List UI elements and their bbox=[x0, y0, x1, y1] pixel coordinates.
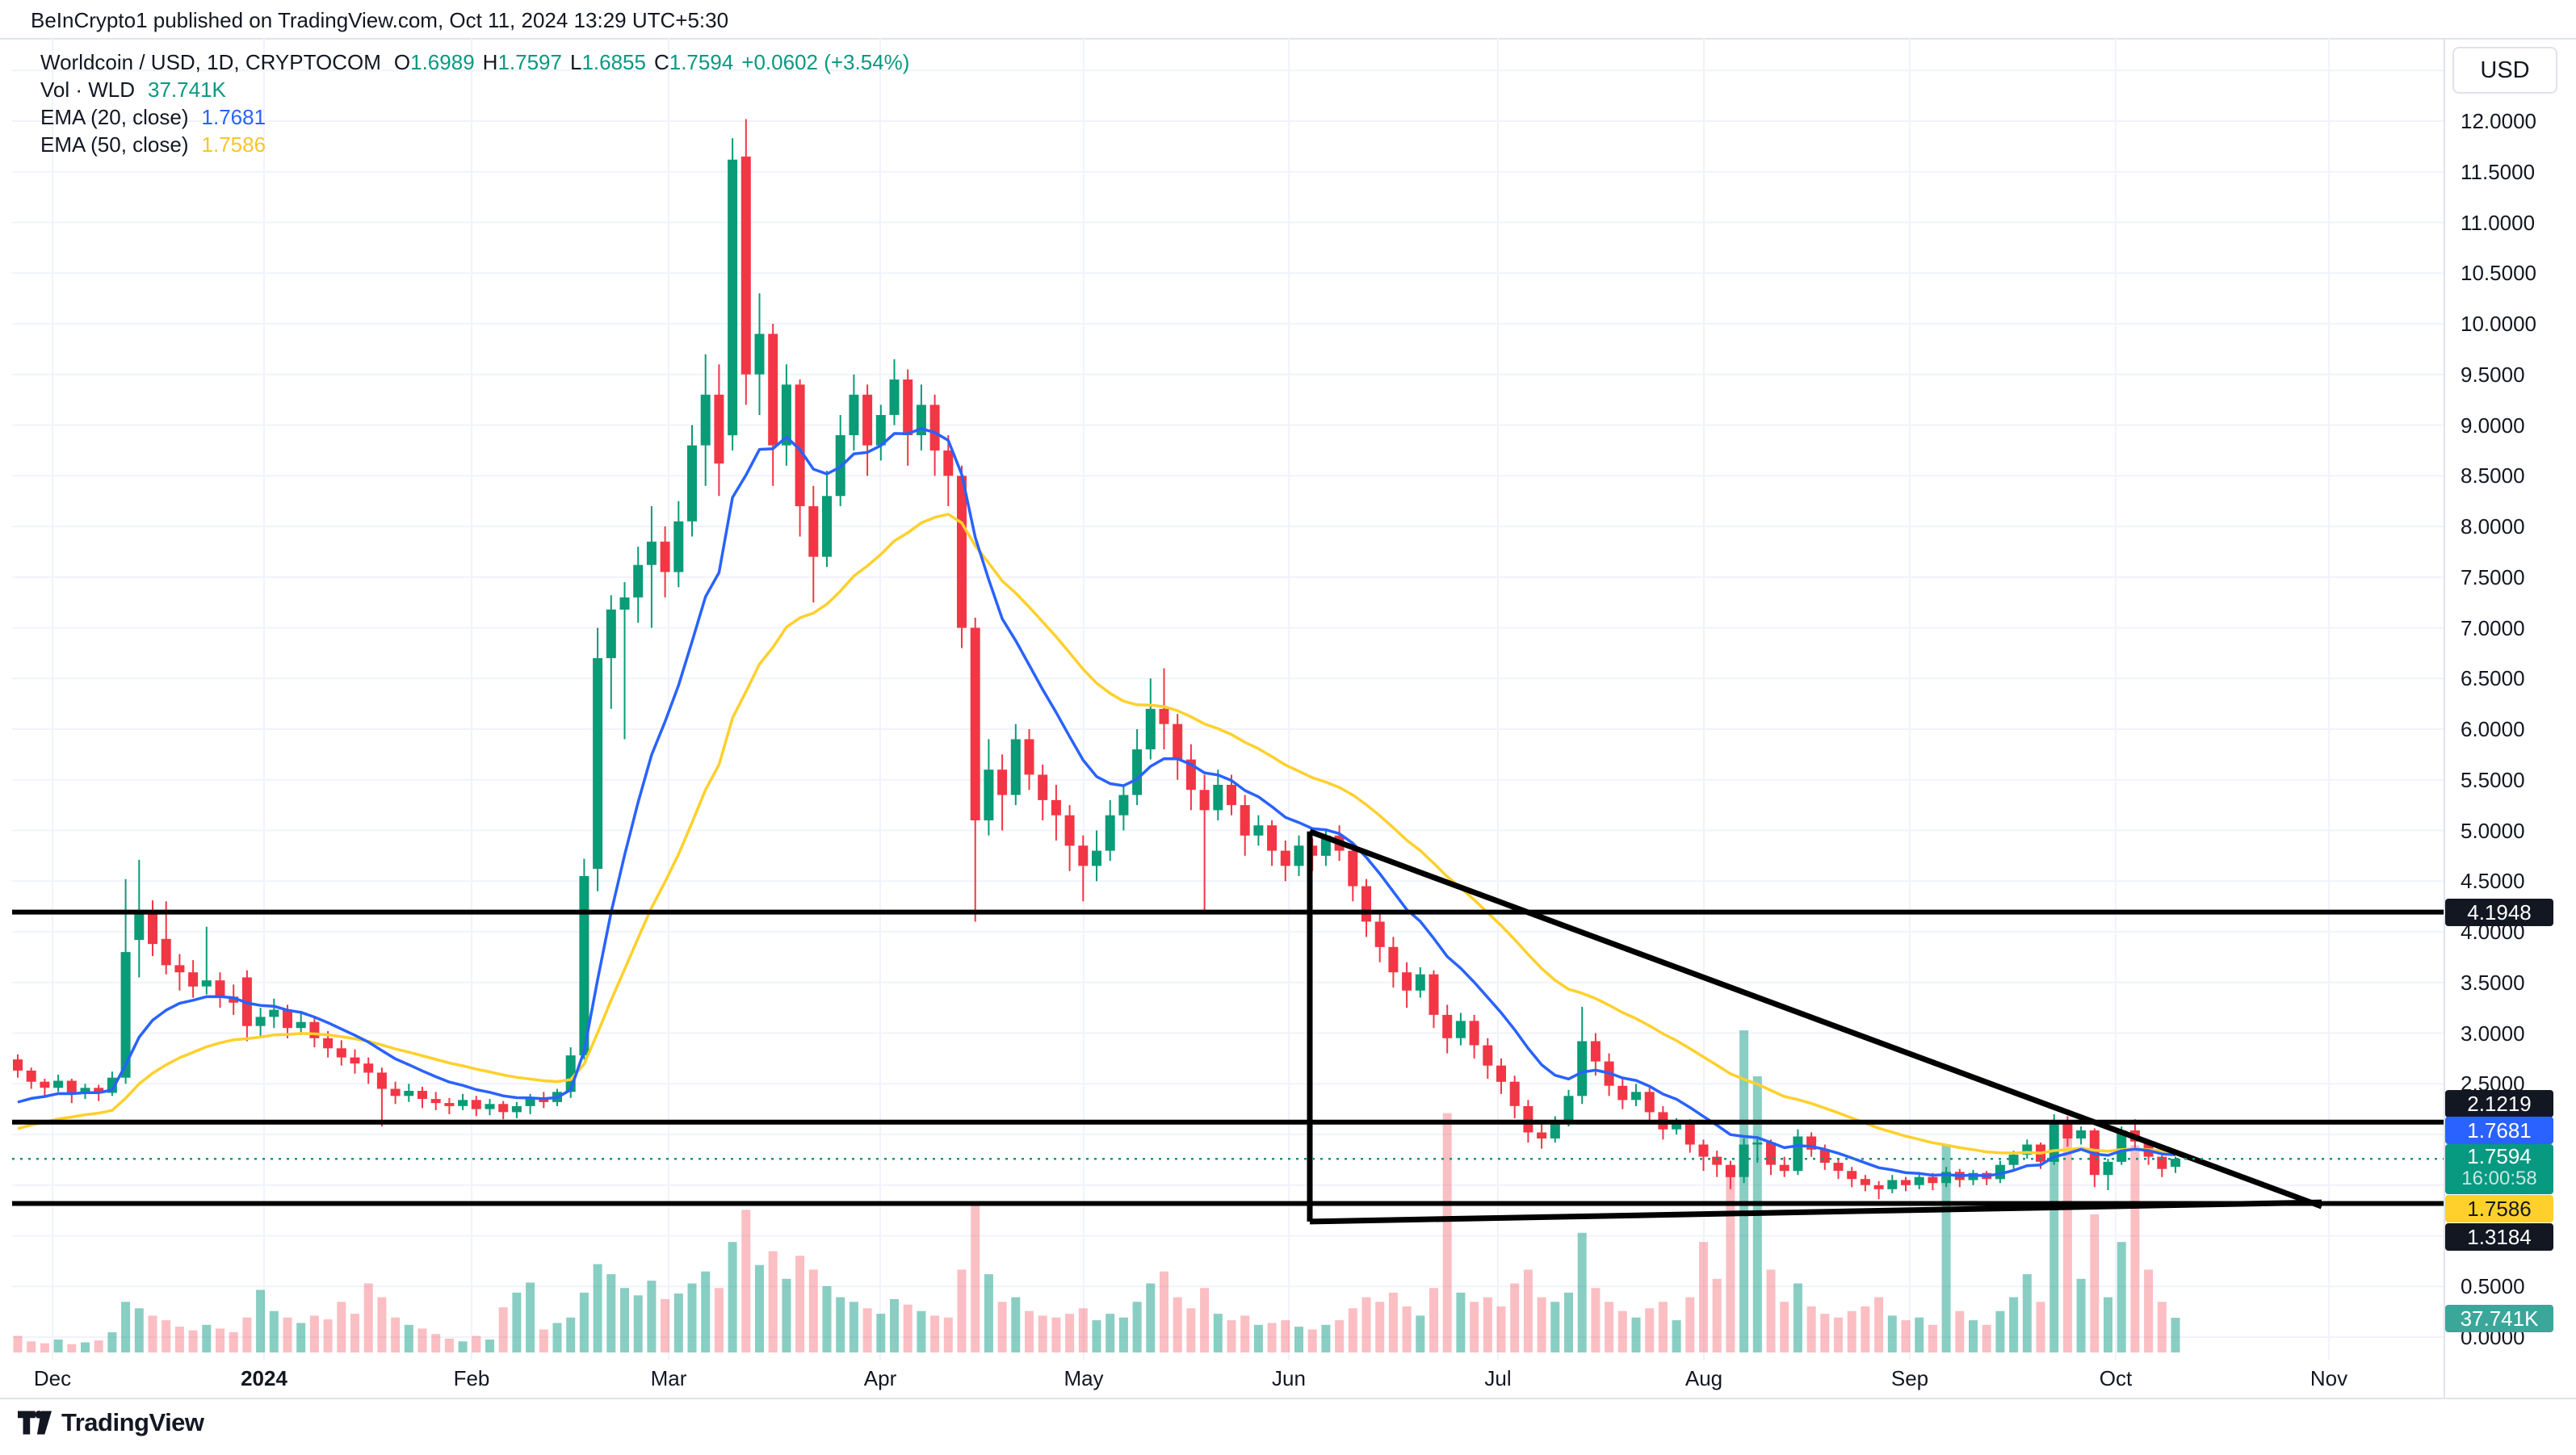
price-level-badge: 1.7586 bbox=[2445, 1195, 2553, 1223]
price-tick-label: 11.0000 bbox=[2461, 210, 2536, 235]
time-tick-label: Nov bbox=[2310, 1366, 2348, 1390]
price-axis-separator bbox=[2444, 38, 2445, 1398]
price-tick-label: 4.5000 bbox=[2461, 869, 2525, 894]
tradingview-logo-text: TradingView bbox=[61, 1408, 204, 1436]
current-price-badge: 1.7594 16:00:58 bbox=[2445, 1144, 2553, 1195]
time-tick-label: Mar bbox=[650, 1366, 687, 1390]
open-value: 1.6989 bbox=[410, 49, 475, 74]
high-value: 1.7597 bbox=[497, 49, 562, 74]
price-tick-label: 8.5000 bbox=[2461, 463, 2525, 488]
price-tick-label: 7.0000 bbox=[2461, 615, 2525, 640]
chart-legend: Worldcoin / USD, 1D, CRYPTOCOM O 1.6989 H… bbox=[40, 48, 909, 158]
volume-label: Vol · WLD bbox=[40, 77, 136, 102]
price-tick-label: 10.0000 bbox=[2461, 312, 2536, 336]
low-label: L bbox=[569, 49, 582, 74]
tradingview-logo[interactable]: TradingView bbox=[18, 1408, 204, 1437]
time-tick-label: Jun bbox=[1272, 1366, 1306, 1390]
chart-bottom-border bbox=[0, 1398, 2576, 1399]
legend-ema20-row[interactable]: EMA (20, close) 1.7681 bbox=[40, 103, 909, 131]
price-tick-label: 7.5000 bbox=[2461, 564, 2525, 589]
time-tick-label: Sep bbox=[1890, 1366, 1929, 1390]
price-tick-label: 9.0000 bbox=[2461, 413, 2525, 438]
price-tick-label: 10.5000 bbox=[2461, 261, 2536, 286]
price-level-badge: 4.1948 bbox=[2445, 898, 2553, 926]
time-tick-label: 2024 bbox=[241, 1366, 287, 1390]
time-tick-label: Apr bbox=[863, 1366, 897, 1390]
time-tick-label: Aug bbox=[1684, 1366, 1723, 1390]
ema20-label: EMA (20, close) bbox=[40, 104, 189, 129]
price-tick-label: 12.0000 bbox=[2461, 109, 2536, 133]
high-label: H bbox=[482, 49, 498, 74]
time-tick-label: May bbox=[1064, 1366, 1104, 1390]
price-tick-label: 0.5000 bbox=[2461, 1274, 2525, 1299]
legend-symbol-row[interactable]: Worldcoin / USD, 1D, CRYPTOCOM O 1.6989 H… bbox=[40, 48, 909, 76]
attribution-text: BeInCrypto1 published on TradingView.com… bbox=[31, 8, 729, 32]
price-tick-label: 6.5000 bbox=[2461, 666, 2525, 691]
currency-unit-badge[interactable]: USD bbox=[2452, 47, 2557, 94]
price-tick-label: 6.0000 bbox=[2461, 717, 2525, 741]
change-value: +0.0602 (+3.54%) bbox=[741, 49, 910, 74]
price-tick-label: 5.0000 bbox=[2461, 818, 2525, 843]
price-level-badge: 37.741K bbox=[2445, 1305, 2553, 1332]
time-tick-label: Dec bbox=[33, 1366, 72, 1390]
price-tick-label: 3.0000 bbox=[2461, 1021, 2525, 1046]
price-tick-label: 9.5000 bbox=[2461, 362, 2525, 387]
price-level-badge: 2.1219 bbox=[2445, 1089, 2553, 1117]
tradingview-logo-icon bbox=[18, 1411, 52, 1435]
symbol-title: Worldcoin / USD, 1D, CRYPTOCOM bbox=[40, 49, 381, 74]
price-level-badge: 1.7681 bbox=[2445, 1117, 2553, 1145]
legend-ema50-row[interactable]: EMA (50, close) 1.7586 bbox=[40, 131, 909, 158]
price-tick-label: 3.5000 bbox=[2461, 970, 2525, 995]
price-tick-label: 5.5000 bbox=[2461, 767, 2525, 792]
price-level-badge: 1.3184 bbox=[2445, 1222, 2553, 1251]
close-label: C bbox=[653, 49, 669, 74]
price-tick-label: 11.5000 bbox=[2461, 159, 2536, 184]
open-label: O bbox=[393, 49, 411, 74]
ema50-value: 1.7586 bbox=[201, 132, 266, 157]
ema20-value: 1.7681 bbox=[201, 104, 266, 129]
low-value: 1.6855 bbox=[581, 49, 646, 74]
volume-value: 37.741K bbox=[148, 77, 226, 102]
price-tick-label: 8.0000 bbox=[2461, 514, 2525, 539]
close-value: 1.7594 bbox=[669, 49, 734, 74]
time-tick-label: Oct bbox=[2099, 1366, 2133, 1390]
legend-volume-row[interactable]: Vol · WLD 37.741K bbox=[40, 76, 909, 103]
time-tick-label: Jul bbox=[1484, 1366, 1512, 1390]
time-tick-label: Feb bbox=[453, 1366, 490, 1390]
ema50-label: EMA (50, close) bbox=[40, 132, 189, 157]
